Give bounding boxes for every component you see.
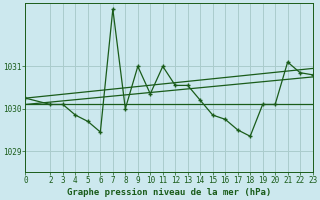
X-axis label: Graphe pression niveau de la mer (hPa): Graphe pression niveau de la mer (hPa) [67,188,271,197]
